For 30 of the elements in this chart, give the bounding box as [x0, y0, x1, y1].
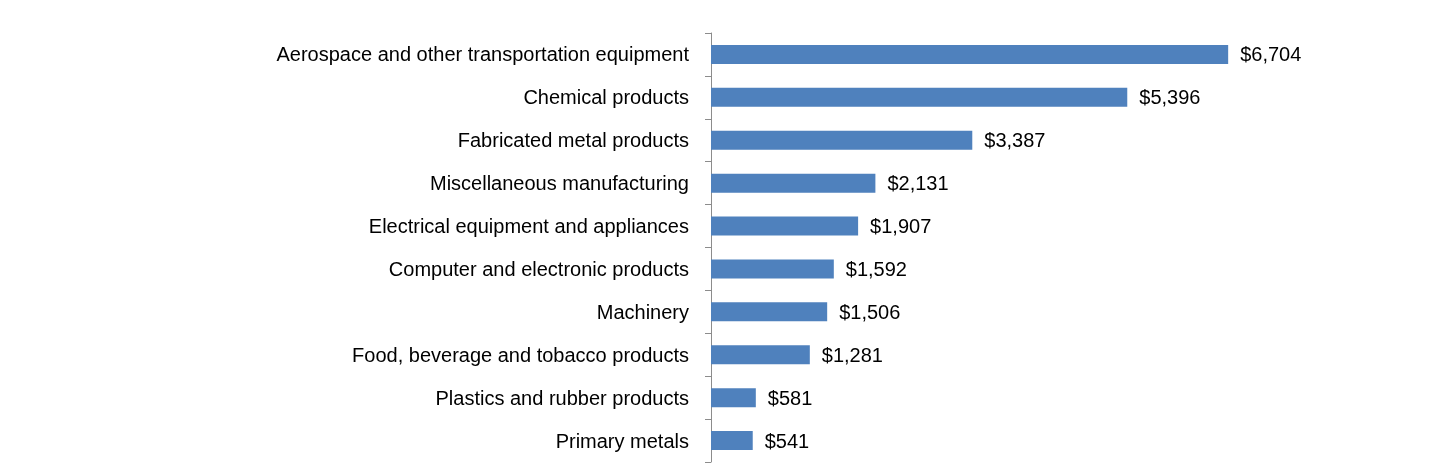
bar — [711, 173, 876, 193]
bar — [711, 431, 753, 451]
bar — [711, 130, 973, 150]
y-tick-label: Primary metals — [555, 429, 689, 452]
data-label: $541 — [764, 429, 810, 452]
y-tick-label: Miscellaneous manufacturing — [429, 172, 689, 195]
y-tick-label: Aerospace and other transportation equipment — [276, 43, 690, 66]
y-tick-label: Plastics and rubber products — [435, 386, 689, 409]
bar — [711, 259, 834, 279]
y-tick-label: Fabricated metal products — [457, 129, 689, 152]
data-label: $5,396 — [1139, 86, 1201, 109]
bar — [711, 345, 810, 365]
data-label: $581 — [767, 386, 813, 409]
bar — [711, 388, 756, 408]
data-label: $2,131 — [887, 172, 949, 195]
y-tick-label: Machinery — [596, 300, 689, 323]
bar — [711, 87, 1128, 107]
data-label: $1,281 — [821, 343, 883, 366]
data-label: $3,387 — [984, 129, 1046, 152]
bar — [711, 44, 1229, 64]
data-label: $1,506 — [839, 300, 901, 323]
data-label: $6,704 — [1240, 43, 1302, 66]
y-tick-label: Computer and electronic products — [388, 257, 689, 280]
bar — [711, 302, 828, 322]
y-tick-label: Chemical products — [523, 86, 689, 109]
data-label: $1,907 — [870, 215, 932, 238]
y-tick-label: Food, beverage and tobacco products — [352, 343, 689, 366]
bar — [711, 216, 859, 236]
data-label: $1,592 — [845, 257, 907, 280]
y-tick-label: Electrical equipment and appliances — [368, 215, 689, 238]
